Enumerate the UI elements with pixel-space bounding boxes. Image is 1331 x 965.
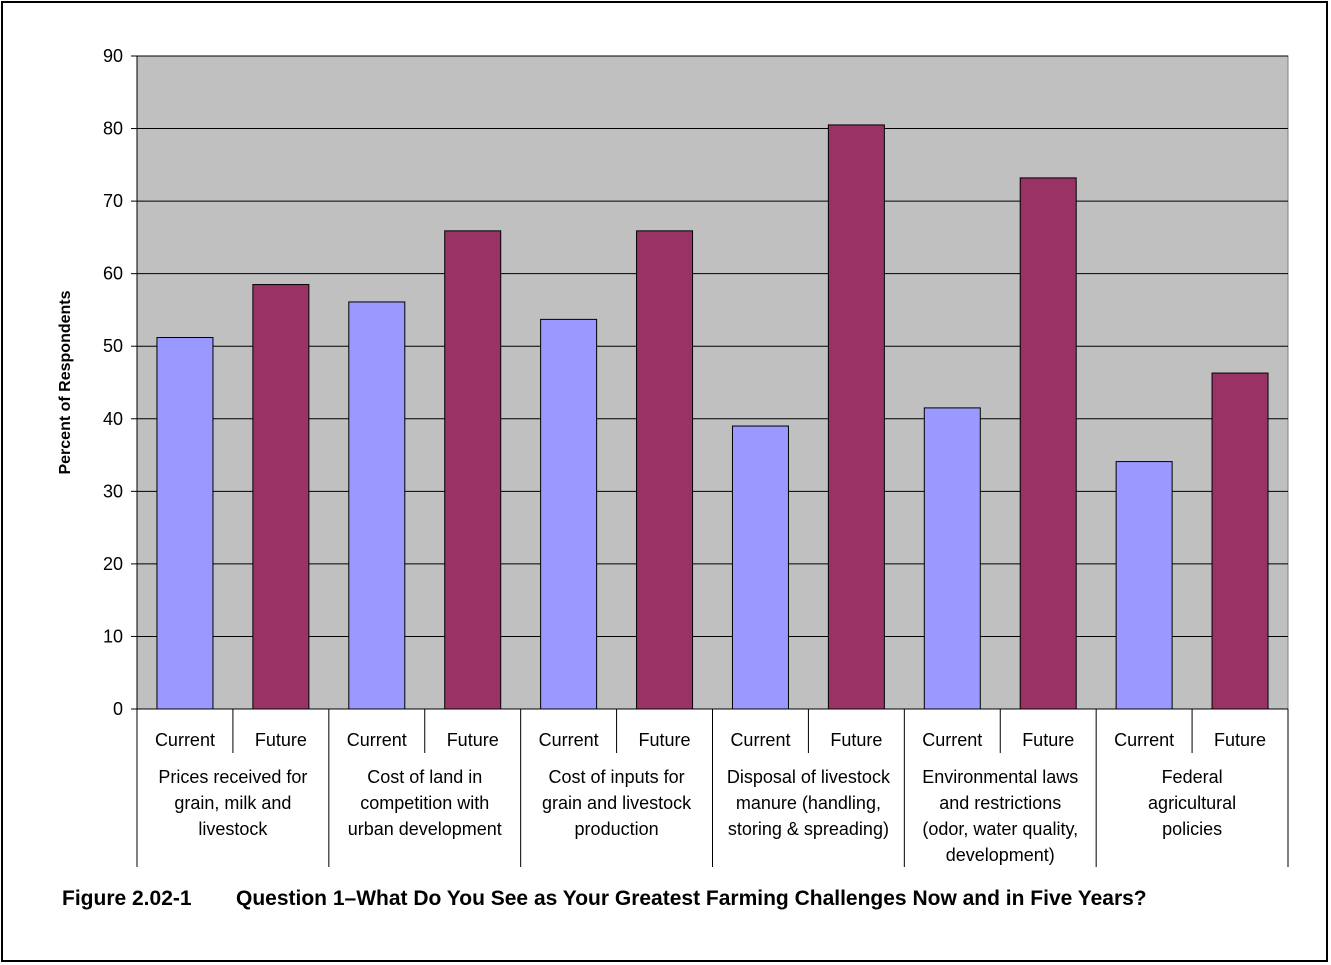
bar-future — [1019, 177, 1077, 710]
category-label: competition with — [360, 793, 489, 813]
bar-current — [156, 337, 214, 710]
y-tick-label: 20 — [103, 554, 123, 574]
category-label: production — [575, 819, 659, 839]
category-label: Prices received for — [158, 767, 307, 787]
bar-current — [1115, 461, 1173, 710]
category-label: Cost of land in — [367, 767, 482, 787]
y-tick-label: 0 — [113, 699, 123, 719]
category-label: grain and livestock — [542, 793, 692, 813]
category-label: and restrictions — [939, 793, 1061, 813]
bar-future — [252, 284, 310, 710]
category-label: Federal — [1162, 767, 1223, 787]
bar-future — [636, 230, 694, 710]
y-tick-label: 60 — [103, 264, 123, 284]
series-tick-label: Future — [639, 730, 691, 750]
bar-future — [444, 230, 502, 710]
category-label: (odor, water quality, — [922, 819, 1078, 839]
category-label: Environmental laws — [922, 767, 1078, 787]
bar-future — [1211, 372, 1269, 710]
category-label: Cost of inputs for — [549, 767, 685, 787]
category-label: Disposal of livestock — [727, 767, 891, 787]
figure-caption: Figure 2.02-1 Question 1–What Do You See … — [62, 884, 1312, 914]
series-tick-label: Future — [1214, 730, 1266, 750]
bar-current — [923, 407, 981, 710]
y-tick-label: 90 — [103, 46, 123, 66]
category-label: storing & spreading) — [728, 819, 889, 839]
y-tick-label: 30 — [103, 481, 123, 501]
series-tick-label: Current — [922, 730, 982, 750]
bar-current — [348, 301, 406, 710]
series-tick-label: Future — [830, 730, 882, 750]
y-tick-label: 50 — [103, 336, 123, 356]
plot-area — [136, 55, 1289, 710]
bar-future — [827, 124, 885, 710]
series-tick-label: Current — [539, 730, 599, 750]
y-tick-label: 10 — [103, 626, 123, 646]
category-label: policies — [1162, 819, 1222, 839]
category-label: agricultural — [1148, 793, 1236, 813]
y-tick-label: 80 — [103, 119, 123, 139]
y-axis-label: Percent of Respondents — [57, 290, 74, 474]
figure-title: Question 1–What Do You See as Your Great… — [236, 887, 1147, 910]
series-tick-label: Future — [447, 730, 499, 750]
bar-current — [731, 425, 789, 710]
series-tick-label: Current — [155, 730, 215, 750]
category-label: manure (handling, — [736, 793, 881, 813]
series-tick-label: Future — [1022, 730, 1074, 750]
series-tick-label: Current — [1114, 730, 1174, 750]
y-tick-label: 40 — [103, 409, 123, 429]
series-tick-label: Future — [255, 730, 307, 750]
category-label: livestock — [198, 819, 268, 839]
category-label: development) — [946, 845, 1055, 865]
series-tick-label: Current — [730, 730, 790, 750]
bar-current — [540, 318, 598, 710]
figure-number: Figure 2.02-1 — [62, 887, 192, 910]
category-label: grain, milk and — [174, 793, 291, 813]
category-label: urban development — [348, 819, 502, 839]
series-tick-label: Current — [347, 730, 407, 750]
y-tick-label: 70 — [103, 191, 123, 211]
